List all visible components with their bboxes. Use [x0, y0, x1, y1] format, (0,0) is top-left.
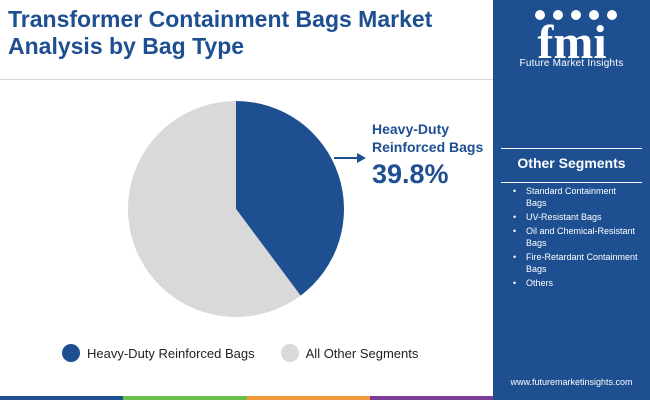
legend-swatch-other	[280, 344, 299, 362]
logo-dot-3	[571, 10, 581, 20]
annotation-label-line-1: Heavy-Duty	[372, 121, 449, 137]
legend-swatch-heavy-duty	[62, 344, 80, 362]
bottom-color-bar	[0, 396, 493, 400]
fmi-logo: fmi	[535, 10, 617, 69]
pie-slice-other	[127, 101, 301, 317]
pie-callout-arrow	[334, 153, 366, 163]
segment-item: Others	[501, 277, 642, 289]
segment-item: Fire-Retardant Containment Bags	[501, 251, 642, 275]
legend-label-heavy-duty: Heavy-Duty Reinforced Bags	[87, 345, 255, 361]
other-segments-divider	[501, 182, 642, 183]
title-divider	[0, 79, 493, 80]
other-segments-list: Standard Containment Bags UV-Resistant B…	[501, 185, 642, 291]
legend-item-other: All Other Segments	[280, 344, 419, 362]
pie-slices	[127, 101, 344, 317]
legend-label-other: All Other Segments	[305, 345, 419, 361]
legend-item-heavy-duty: Heavy-Duty Reinforced Bags	[62, 344, 255, 362]
bottom-bar-segment	[123, 396, 247, 400]
pie-chart: Heavy-Duty Reinforced Bags 39.8%	[127, 101, 483, 317]
other-segments-heading: Other Segments	[517, 155, 626, 171]
logo-dot-5	[607, 10, 617, 20]
logo-letters: fmi	[537, 16, 606, 69]
title-line-2: Analysis by Bag Type	[8, 33, 245, 59]
logo-caption: Future Market Insights	[519, 58, 624, 69]
logo-dot-4	[589, 10, 599, 20]
segment-item: Oil and Chemical-Resistant Bags	[501, 225, 642, 249]
title-line-1: Transformer Containment Bags Market	[8, 6, 433, 32]
logo-dot-2	[553, 10, 563, 20]
segment-item: UV-Resistant Bags	[501, 211, 642, 223]
bottom-bar-segment	[369, 396, 493, 400]
bottom-bar-segment	[0, 396, 124, 400]
website-link[interactable]: www.futuremarketinsights.com	[510, 377, 633, 387]
logo-dot-1	[535, 10, 545, 20]
other-segments-panel: Other Segments Standard Containment Bags…	[501, 148, 642, 384]
chart-legend: Heavy-Duty Reinforced Bags All Other Seg…	[62, 343, 444, 363]
sidebar: fmi Future Market Insights Other Segment…	[493, 0, 650, 400]
pie-slice-heavy-duty	[236, 101, 344, 296]
annotation-label-line-2: Reinforced Bags	[372, 139, 483, 155]
bottom-bar-segment	[246, 396, 370, 400]
annotation-value: 39.8%	[372, 159, 449, 189]
page-title: Transformer Containment Bags Market Anal…	[8, 6, 478, 60]
segment-item: Standard Containment Bags	[501, 185, 642, 209]
